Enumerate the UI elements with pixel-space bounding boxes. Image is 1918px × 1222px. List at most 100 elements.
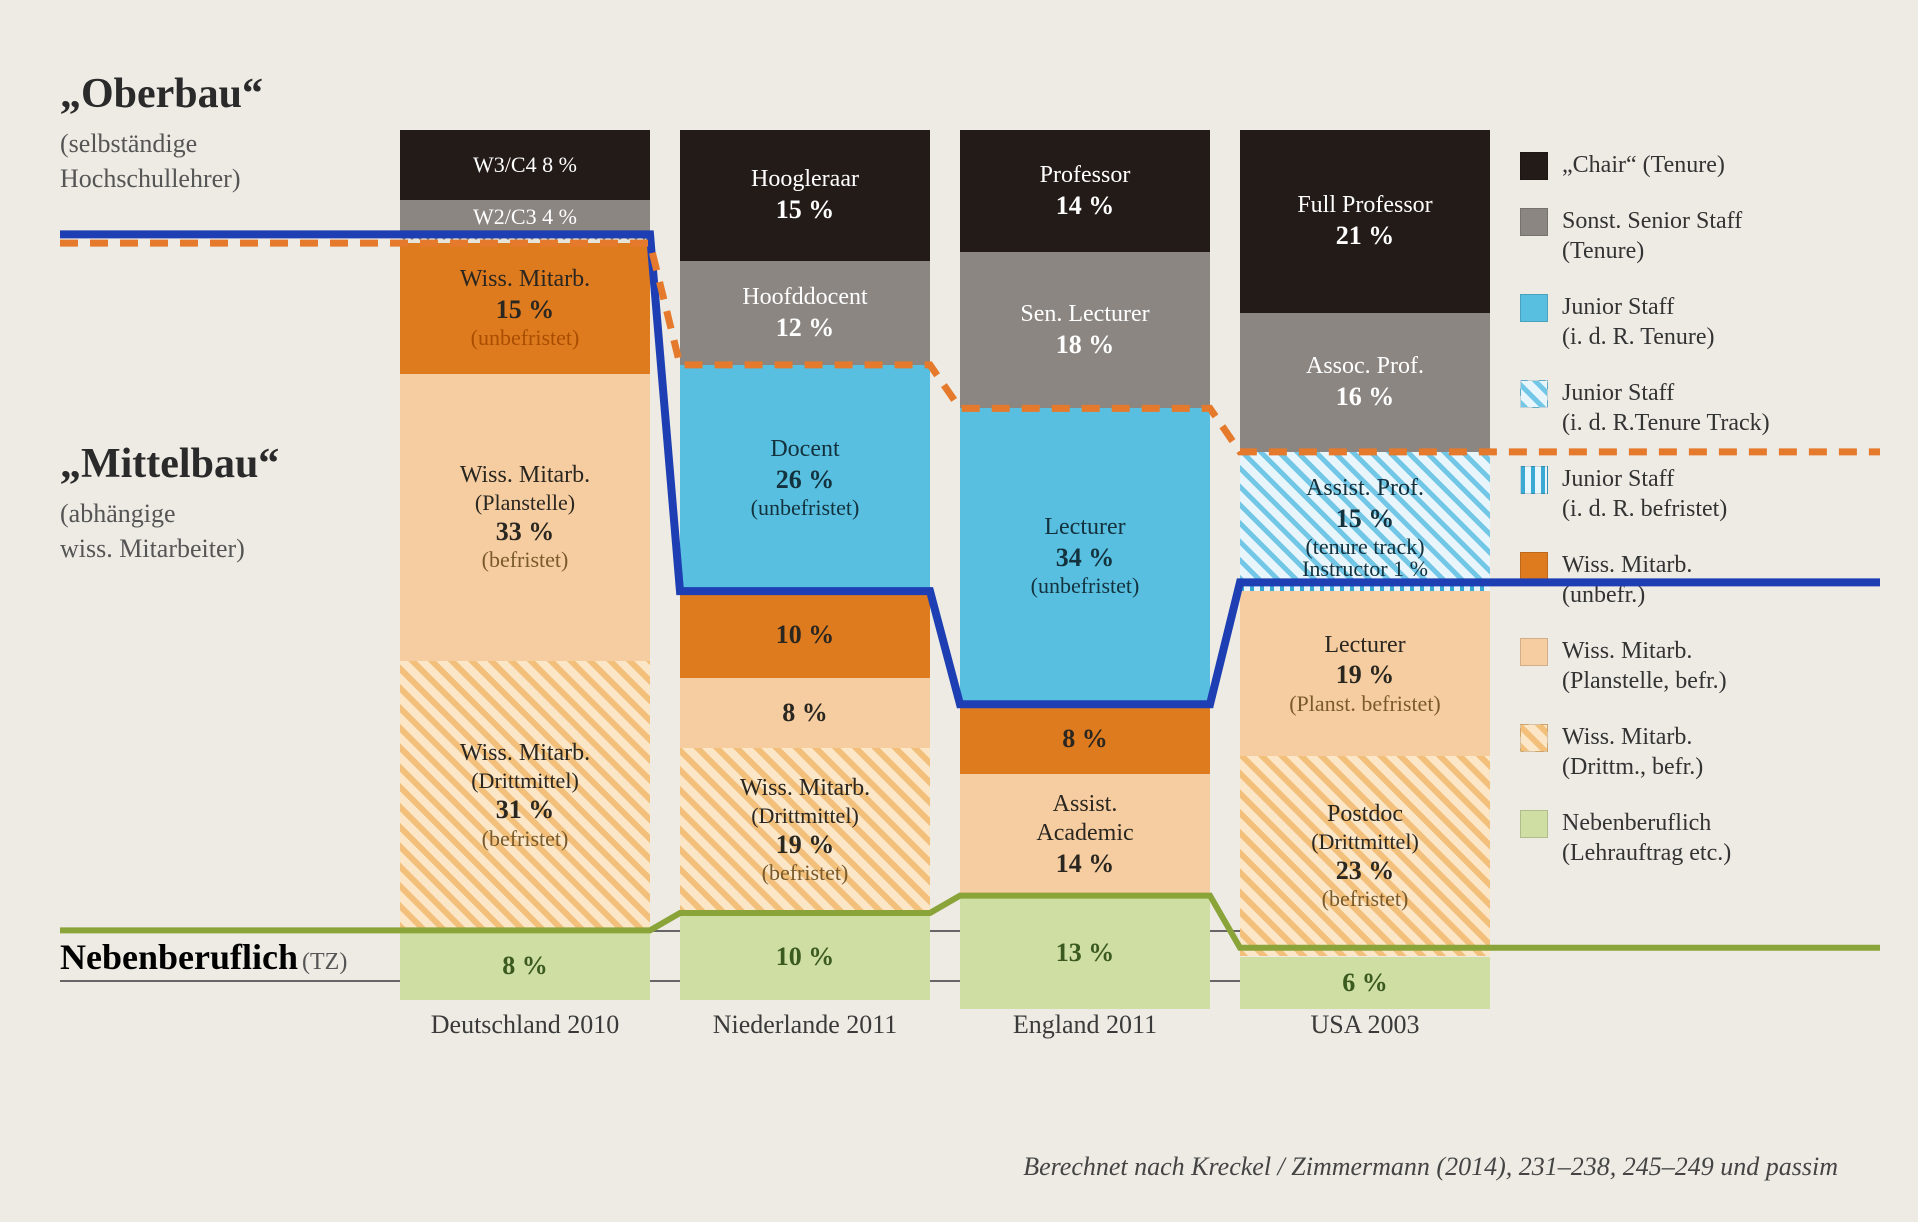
stacked-bar: Hoogleraar15 %Hoofddocent12 %Docent26 %(… [680,130,930,1000]
segment-text: 31 % [496,794,555,825]
segment-text: Sen. Lecturer [1020,300,1149,329]
segment-text: Docent [770,435,839,464]
source-footnote: Berechnet nach Kreckel / Zimmermann (201… [1023,1152,1838,1182]
legend-swatch [1520,552,1548,580]
legend-text: Nebenberuflich (Lehrauftrag etc.) [1562,808,1731,868]
legend-swatch [1520,724,1548,752]
bar-segment: 10 % [680,913,930,1000]
segment-text: 23 % [1336,855,1395,886]
x-axis-label: Niederlande 2011 [680,1010,930,1040]
segment-text: 26 % [776,464,835,495]
segment-text: (unbefristet) [751,495,860,521]
bar-segment: Lecturer34 %(unbefristet) [960,408,1210,704]
neben-tz: (TZ) [302,949,347,975]
segment-text: Hoofddocent [742,283,867,312]
oberbau-sub: (selbständige Hochschullehrer) [60,126,263,196]
x-axis-label: Deutschland 2010 [400,1010,650,1040]
legend-item: Junior Staff (i. d. R. befristet) [1520,464,1880,524]
segment-text: 15 % [776,194,835,225]
segment-text: (Drittmittel) [1311,829,1419,855]
bar-segment: 8 % [960,704,1210,774]
bar-segment: 10 % [680,591,930,678]
segment-text: Wiss. Mitarb. [460,265,590,294]
neben-title: Nebenberuflich [60,937,298,977]
stacked-bar: Professor14 %Sen. Lecturer18 %Lecturer34… [960,130,1210,1000]
segment-text: (Drittmittel) [471,768,579,794]
segment-text: (Drittmittel) [751,803,859,829]
bar-segment: Hoogleraar15 % [680,130,930,261]
bar-segment: Wiss. Mitarb.15 %(unbefristet) [400,243,650,374]
segment-text: (unbefristet) [1031,573,1140,599]
segment-text: Lecturer [1044,513,1125,542]
segment-text: (befristet) [482,826,569,852]
legend-text: Sonst. Senior Staff (Tenure) [1562,206,1742,266]
legend-swatch [1520,638,1548,666]
segment-text: 14 % [1056,848,1115,879]
segment-text: (unbefristet) [471,325,580,351]
segment-text: Academic [1036,819,1133,848]
segment-text: 34 % [1056,542,1115,573]
bar-segment [1240,582,1490,591]
segment-text: Hoogleraar [751,165,859,194]
stacked-bar: W3/C4 8 %W2/C3 4 %Wiss. Mitarb.15 %(unbe… [400,130,650,1000]
bar-segment: W3/C4 8 % [400,130,650,200]
legend-item: Junior Staff (i. d. R. Tenure) [1520,292,1880,352]
bar-segment: Wiss. Mitarb.(Drittmittel)31 %(befristet… [400,661,650,931]
legend-swatch [1520,208,1548,236]
segment-text: 8 % [782,697,828,728]
segment-text: Assist. [1053,790,1118,819]
segment-text: Assoc. Prof. [1306,352,1424,381]
segment-text: Assist. Prof. [1306,474,1424,503]
segment-text: 19 % [1336,659,1395,690]
bar-segment: Docent26 %(unbefristet) [680,365,930,591]
legend-swatch [1520,152,1548,180]
bar-segment: Full Professor21 % [1240,130,1490,313]
bar-segment: 13 % [960,896,1210,1009]
bar-segment: Assist.Academic14 % [960,774,1210,896]
legend-text: Wiss. Mitarb. (Planstelle, befr.) [1562,636,1727,696]
legend-item: Sonst. Senior Staff (Tenure) [1520,206,1880,266]
bar-segment [400,234,650,243]
x-axis-label: England 2011 [960,1010,1210,1040]
segment-text: 15 % [1336,503,1395,534]
segment-text: 10 % [776,941,835,972]
legend-swatch [1520,380,1548,408]
segment-text: 16 % [1336,381,1395,412]
bar-segment: Postdoc(Drittmittel)23 %(befristet) [1240,756,1490,956]
segment-text: (befristet) [762,860,849,886]
legend-text: Junior Staff (i. d. R. befristet) [1562,464,1727,524]
segment-text: 10 % [776,619,835,650]
segment-text: 19 % [776,829,835,860]
legend-text: Wiss. Mitarb. (unbefr.) [1562,550,1692,610]
bar-segment: Sen. Lecturer18 % [960,252,1210,409]
segment-text: Professor [1040,161,1131,190]
segment-text: Lecturer [1324,631,1405,660]
bar-segment: Hoofddocent12 % [680,261,930,365]
legend-text: Junior Staff (i. d. R.Tenure Track) [1562,378,1770,438]
legend-item: Wiss. Mitarb. (Planstelle, befr.) [1520,636,1880,696]
bar-segment: Assoc. Prof.16 % [1240,313,1490,452]
segment-text: 6 % [1342,967,1388,998]
segment-text: 33 % [496,516,555,547]
segment-text: (Planstelle) [475,490,575,516]
segment-text: (befristet) [482,547,569,573]
legend-swatch [1520,294,1548,322]
legend-swatch [1520,466,1548,494]
oberbau-title: „Oberbau“ [60,70,263,118]
bar-segment: Lecturer19 %(Planst. befristet) [1240,591,1490,756]
segment-text: (befristet) [1322,886,1409,912]
legend-text: „Chair“ (Tenure) [1562,150,1725,180]
legend-item: Junior Staff (i. d. R.Tenure Track) [1520,378,1880,438]
bar-segment: Wiss. Mitarb.(Drittmittel)19 %(befristet… [680,748,930,913]
mittelbau-sub: (abhängige wiss. Mitarbeiter) [60,496,279,566]
bar-segment: Professor14 % [960,130,1210,252]
segment-text: 13 % [1056,937,1115,968]
legend-item: Wiss. Mitarb. (Drittm., befr.) [1520,722,1880,782]
mittelbau-heading: „Mittelbau“ (abhängige wiss. Mitarbeiter… [60,440,279,566]
segment-text: Wiss. Mitarb. [460,461,590,490]
segment-text: 8 % [502,950,548,981]
segment-text: Postdoc [1327,800,1403,829]
segment-text: 8 % [1062,723,1108,754]
stacked-bar-chart: W3/C4 8 %W2/C3 4 %Wiss. Mitarb.15 %(unbe… [400,130,1480,1000]
segment-text: 18 % [1056,329,1115,360]
